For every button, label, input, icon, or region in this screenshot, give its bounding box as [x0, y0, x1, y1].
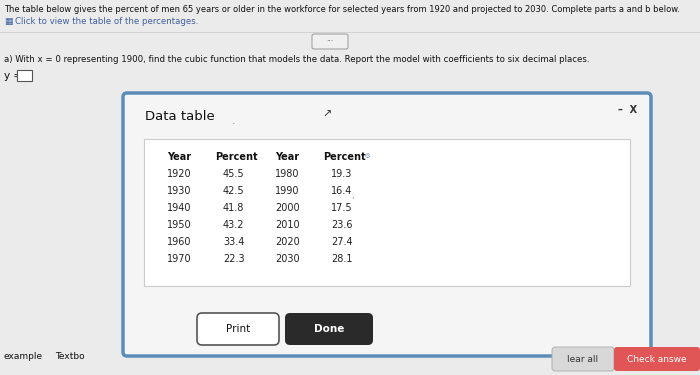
Text: 16.4: 16.4 [331, 186, 352, 196]
Text: Year: Year [167, 152, 191, 162]
Text: 42.5: 42.5 [223, 186, 244, 196]
Text: 1940: 1940 [167, 203, 192, 213]
Text: 45.5: 45.5 [223, 169, 244, 179]
Text: 1970: 1970 [167, 254, 192, 264]
Text: Done: Done [314, 324, 344, 334]
Text: Check answe: Check answe [627, 354, 687, 363]
Text: Print: Print [226, 324, 250, 334]
FancyBboxPatch shape [285, 313, 373, 345]
Text: 1960: 1960 [167, 237, 192, 247]
Text: Data table: Data table [145, 110, 215, 123]
Text: ▦: ▦ [4, 17, 13, 26]
Text: y =: y = [4, 71, 22, 81]
Text: 1950: 1950 [167, 220, 192, 230]
Text: ,: , [351, 191, 354, 200]
Text: 22.3: 22.3 [223, 254, 244, 264]
Text: Percent: Percent [215, 152, 258, 162]
Text: lear all: lear all [568, 354, 598, 363]
Text: ↗: ↗ [322, 110, 331, 120]
Text: Year: Year [275, 152, 299, 162]
Text: 41.8: 41.8 [223, 203, 244, 213]
Text: ◎: ◎ [365, 153, 370, 158]
Text: 1990: 1990 [275, 186, 300, 196]
Text: 2020: 2020 [275, 237, 300, 247]
Text: 2000: 2000 [275, 203, 300, 213]
FancyBboxPatch shape [197, 313, 279, 345]
FancyBboxPatch shape [312, 34, 348, 49]
Text: 33.4: 33.4 [223, 237, 244, 247]
Text: .: . [232, 116, 236, 126]
Text: 2010: 2010 [275, 220, 300, 230]
Text: Textbo: Textbo [55, 352, 85, 361]
Text: 17.5: 17.5 [331, 203, 353, 213]
Text: 1980: 1980 [275, 169, 300, 179]
Text: 1930: 1930 [167, 186, 192, 196]
Text: Percent: Percent [323, 152, 365, 162]
FancyBboxPatch shape [17, 69, 32, 81]
Text: a) With x = 0 representing 1900, find the cubic function that models the data. R: a) With x = 0 representing 1900, find th… [4, 55, 589, 64]
Text: 6:33 PM: 6:33 PM [665, 363, 696, 372]
Text: 19.3: 19.3 [331, 169, 352, 179]
Text: 1920: 1920 [167, 169, 192, 179]
Text: 2030: 2030 [275, 254, 300, 264]
Text: ···: ··· [326, 37, 334, 46]
Text: 28.1: 28.1 [331, 254, 353, 264]
Text: 27.4: 27.4 [331, 237, 353, 247]
FancyBboxPatch shape [144, 139, 630, 286]
FancyBboxPatch shape [552, 347, 614, 371]
Text: Click to view the table of the percentages.: Click to view the table of the percentag… [15, 17, 198, 26]
Text: 23.6: 23.6 [331, 220, 353, 230]
Text: The table below gives the percent of men 65 years or older in the workforce for : The table below gives the percent of men… [4, 5, 680, 14]
FancyBboxPatch shape [123, 93, 651, 356]
Text: example: example [4, 352, 43, 361]
Text: –  X: – X [618, 105, 637, 115]
Text: 43.2: 43.2 [223, 220, 244, 230]
FancyBboxPatch shape [614, 347, 700, 371]
